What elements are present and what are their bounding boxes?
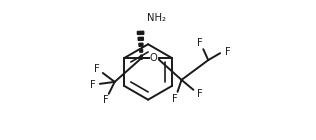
Text: F: F	[94, 64, 100, 74]
Polygon shape	[140, 49, 143, 52]
Polygon shape	[139, 43, 143, 46]
Text: F: F	[198, 89, 203, 99]
Polygon shape	[138, 37, 143, 40]
Text: F: F	[103, 95, 109, 105]
Text: F: F	[198, 38, 203, 48]
Text: F: F	[90, 80, 96, 90]
Text: F: F	[172, 94, 178, 104]
Text: O: O	[150, 53, 158, 63]
Polygon shape	[137, 31, 144, 34]
Text: NH₂: NH₂	[147, 13, 166, 24]
Polygon shape	[141, 55, 142, 58]
Text: F: F	[225, 47, 231, 57]
